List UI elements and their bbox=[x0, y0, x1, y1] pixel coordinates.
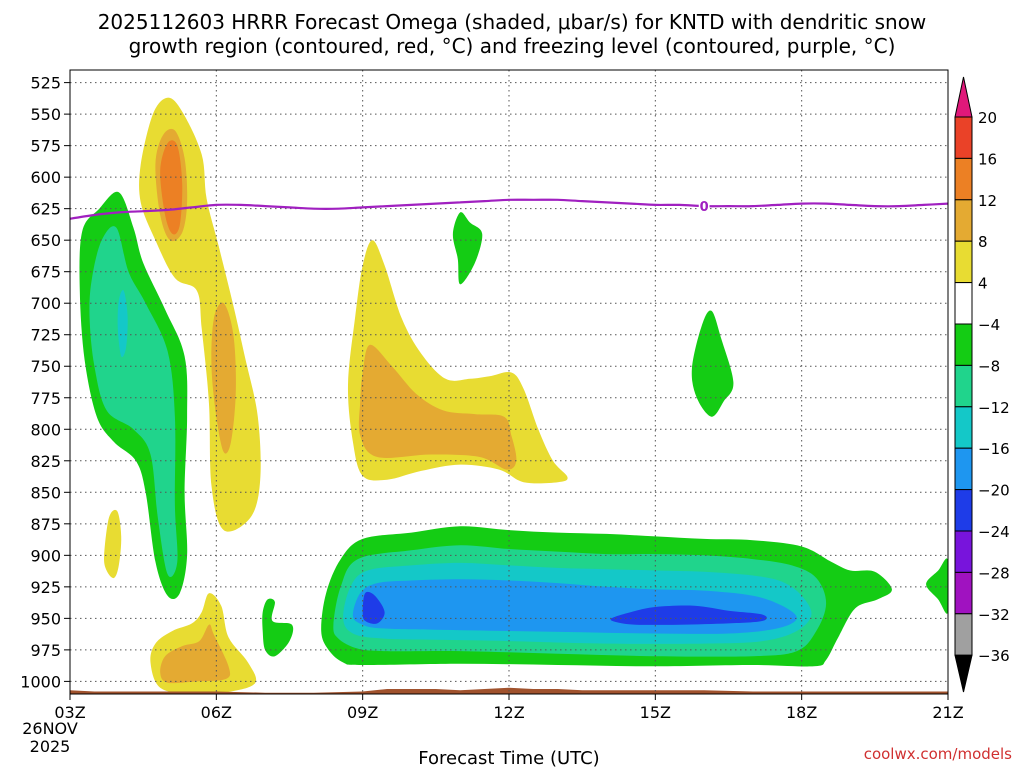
y-tick-label-575: 575 bbox=[30, 137, 61, 156]
colorbar-label--28: −28 bbox=[978, 564, 1010, 582]
omega-region-o_8_12-11 bbox=[160, 624, 231, 684]
y-tick-label-975: 975 bbox=[30, 641, 61, 660]
omega-region-b_m24_m20-21 bbox=[610, 605, 767, 625]
colorbar-box-o_8_12 bbox=[954, 199, 973, 242]
omega-region-c_m16_m12-6 bbox=[117, 290, 128, 358]
colorbar-box-b_m24_m20 bbox=[954, 489, 973, 532]
x-tick-label-06Z: 06Z bbox=[201, 703, 232, 722]
colorbar-box-b_m20_m16 bbox=[954, 447, 973, 491]
colorbar-label--20: −20 bbox=[978, 482, 1010, 500]
y-tick-label-650: 650 bbox=[30, 231, 61, 250]
x-tick-label-21Z: 21Z bbox=[932, 703, 963, 722]
x-tick-label-12Z: 12Z bbox=[493, 703, 524, 722]
colorbar-label-12: 12 bbox=[978, 192, 997, 210]
omega-region-o_8_12-3 bbox=[211, 302, 236, 454]
colorbar-label--32: −32 bbox=[978, 606, 1010, 624]
x-tick-label-15Z: 15Z bbox=[640, 703, 671, 722]
colorbar-label--8: −8 bbox=[978, 357, 1000, 375]
date-label-year: 2025 bbox=[30, 737, 71, 756]
colorbar-top-arrow bbox=[954, 76, 973, 118]
y-tick-label-675: 675 bbox=[30, 263, 61, 282]
grid-lines bbox=[70, 70, 948, 694]
colorbar-label--16: −16 bbox=[978, 440, 1010, 458]
y-tick-label-725: 725 bbox=[30, 326, 61, 345]
credit-text: coolwx.com/models bbox=[864, 745, 1012, 763]
omega-region-g_m8_m4-13 bbox=[452, 212, 483, 285]
y-tick-label-750: 750 bbox=[30, 357, 61, 376]
y-tick-label-825: 825 bbox=[30, 452, 61, 471]
y-tick-label-800: 800 bbox=[30, 420, 61, 439]
colorbar: 20 16 12 8 4 −4 −8 −12 −16 −20 −24 −28 −32 −36 bbox=[954, 76, 1010, 693]
omega-region-g_m8_m4-15 bbox=[926, 558, 948, 614]
colorbar-label-16: 16 bbox=[978, 150, 997, 168]
pressure-axis: 525 550 575 600 625 650 675 700 725 750 775 800 825 8… bbox=[20, 74, 70, 691]
freezing-level-label: 0 bbox=[700, 200, 709, 215]
date-label-day: 26NOV bbox=[22, 719, 78, 738]
colorbar-box-white bbox=[954, 282, 973, 325]
x-tick-label-09Z: 09Z bbox=[347, 703, 378, 722]
y-tick-label-850: 850 bbox=[30, 483, 61, 502]
y-tick-label-1000: 1000 bbox=[20, 672, 61, 691]
x-tick-label-03Z: 03Z bbox=[54, 703, 85, 722]
y-tick-label-600: 600 bbox=[30, 168, 61, 187]
colorbar-label--24: −24 bbox=[978, 523, 1010, 541]
y-tick-label-625: 625 bbox=[30, 200, 61, 219]
time-axis: 03Z 06Z 09Z 12Z 15Z 18Z 21Z bbox=[54, 694, 964, 722]
colorbar-label-8: 8 bbox=[978, 233, 988, 251]
y-tick-label-925: 925 bbox=[30, 578, 61, 597]
omega-region-y_4_8-9 bbox=[104, 509, 122, 579]
colorbar-box-c_m16_m12 bbox=[954, 406, 973, 449]
colorbar-box-y_4_8 bbox=[954, 240, 973, 284]
omega-shading bbox=[79, 97, 948, 694]
colorbar-box-g_m8_m4 bbox=[954, 323, 973, 366]
y-tick-label-900: 900 bbox=[30, 546, 61, 565]
omega-region-b_m24_m20-20 bbox=[362, 591, 385, 624]
colorbar-box-p_m28_m24 bbox=[954, 530, 973, 573]
colorbar-label--36: −36 bbox=[978, 647, 1010, 665]
colorbar-bottom-arrow bbox=[954, 654, 973, 693]
colorbar-box-g_m36_m32 bbox=[954, 613, 973, 656]
colorbar-label--4: −4 bbox=[978, 316, 1000, 334]
omega-region-g_m8_m4-14 bbox=[691, 310, 734, 417]
colorbar-label--12: −12 bbox=[978, 399, 1010, 417]
freezing-level-line bbox=[70, 198, 948, 220]
y-tick-label-950: 950 bbox=[30, 609, 61, 628]
colorbar-box-p_m32_m28 bbox=[954, 571, 973, 615]
y-tick-label-875: 875 bbox=[30, 515, 61, 534]
chart-title-line-2: growth region (contoured, red, °C) and f… bbox=[129, 34, 896, 58]
y-tick-label-525: 525 bbox=[30, 74, 61, 93]
omega-region-o_8_12-8 bbox=[358, 344, 517, 470]
x-tick-label-18Z: 18Z bbox=[786, 703, 817, 722]
omega-region-t_m12_m8-5 bbox=[89, 226, 178, 577]
chart-title-line-1: 2025112603 HRRR Forecast Omega (shaded, … bbox=[98, 10, 927, 34]
y-tick-label-700: 700 bbox=[30, 294, 61, 313]
colorbar-label-4: 4 bbox=[978, 275, 988, 293]
colorbar-box-o_16_20 bbox=[954, 116, 973, 159]
y-tick-label-550: 550 bbox=[30, 105, 61, 124]
omega-region-g_m8_m4-12 bbox=[262, 598, 294, 657]
freezing-level-layer: 0 bbox=[70, 198, 948, 220]
colorbar-box-t_m12_m8 bbox=[954, 364, 973, 408]
y-tick-label-775: 775 bbox=[30, 389, 61, 408]
colorbar-box-o_12_16 bbox=[954, 157, 973, 201]
x-axis-label: Forecast Time (UTC) bbox=[418, 748, 599, 768]
colorbar-label-20: 20 bbox=[978, 109, 997, 127]
